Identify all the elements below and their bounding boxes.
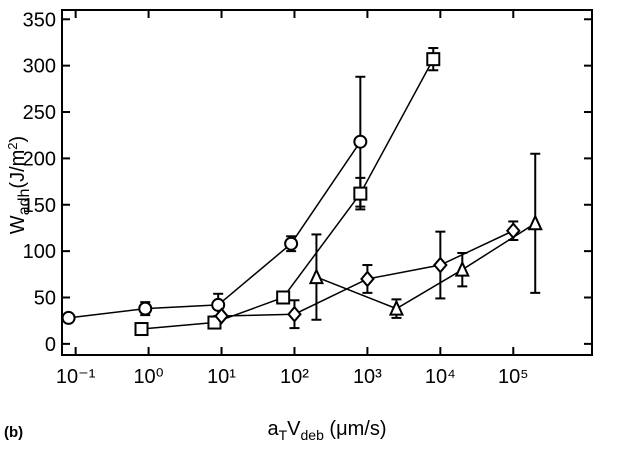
plot-frame [61, 9, 593, 356]
x-tick-label: 10² [280, 366, 309, 388]
y-tick-label: 50 [34, 288, 56, 310]
series-line [316, 222, 536, 310]
x-label-part: (μm/s) [324, 418, 387, 440]
marker [214, 307, 229, 325]
x-tick-label: 10³ [353, 366, 382, 388]
marker [287, 305, 302, 323]
marker [353, 134, 368, 149]
panel-label: (b) [4, 424, 23, 441]
x-label-part: V [287, 418, 301, 440]
y-tick-label: 350 [23, 9, 56, 31]
marker [388, 299, 404, 316]
marker [134, 322, 149, 337]
marker [505, 222, 521, 240]
x-label-part: deb [301, 427, 325, 443]
y-tick-label: 300 [23, 56, 56, 78]
y-tick-label: 150 [23, 195, 56, 217]
marker [454, 260, 470, 277]
x-tick-label: 10⁻¹ [56, 366, 96, 388]
x-label-part: T [279, 427, 288, 443]
marker [426, 52, 441, 67]
y-axis-label: Wadh(J/m2) [5, 136, 33, 234]
y-label-part: (J/m [7, 150, 29, 189]
marker [61, 310, 76, 325]
marker [433, 256, 448, 274]
marker [276, 290, 291, 305]
marker [284, 236, 299, 251]
marker [138, 301, 153, 316]
marker [527, 213, 543, 231]
x-tick-label: 10¹ [207, 366, 236, 388]
marker [353, 186, 368, 201]
y-label-part: adh [16, 189, 33, 216]
marker [308, 267, 324, 285]
y-tick-label: 250 [23, 102, 56, 124]
x-label-part: a [267, 418, 279, 440]
y-label-part: ) [7, 136, 29, 143]
x-tick-label: 10⁴ [425, 366, 456, 388]
y-tick-label: 0 [45, 334, 56, 356]
x-axis-label: aTVdeb (μm/s) [267, 418, 386, 443]
y-label-part: 2 [5, 142, 20, 149]
series-line [141, 58, 434, 330]
x-tick-label: 10⁰ [133, 366, 163, 388]
x-tick-label: 10⁵ [498, 366, 529, 388]
y-tick-label: 200 [23, 148, 56, 170]
marker [360, 270, 375, 288]
y-tick-label: 100 [23, 241, 56, 263]
y-label-part: W [7, 215, 29, 234]
